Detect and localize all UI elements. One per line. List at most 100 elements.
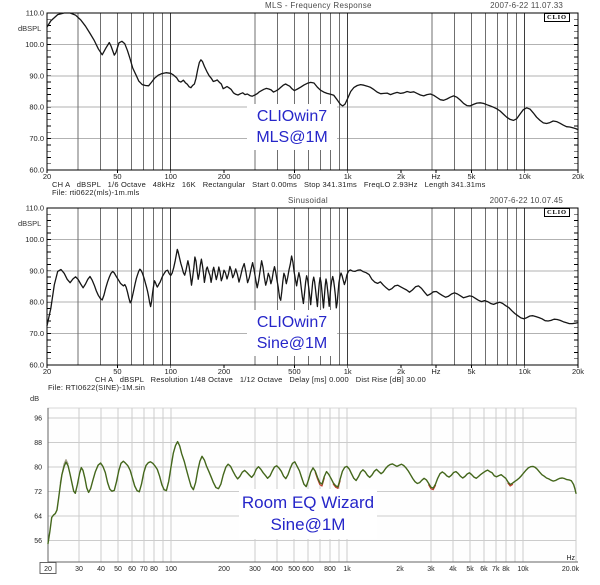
svg-text:100: 100 [164,172,177,181]
svg-text:6k: 6k [480,566,488,573]
svg-text:80.0: 80.0 [29,298,44,307]
grid [47,407,578,563]
svg-text:Hz: Hz [431,367,440,376]
svg-text:2k: 2k [397,172,405,181]
mls-annotation: CLIOwin7 MLS@1M [247,104,337,150]
tick-labels: 20 50 100 200 500 1k 2k Hz 5k 10k 20k 110.0 100.0 90.… [25,204,584,377]
annotation-line-2: Sine@1M [270,515,346,534]
clio-logo: CLIO [544,208,570,217]
svg-text:80: 80 [34,465,42,472]
grid [46,207,579,368]
tick-labels: 20 50 100 200 500 1k 2k Hz 5k 10k 20k 110.0 100.0 90.… [25,9,584,182]
svg-text:88: 88 [34,440,42,447]
svg-text:4k: 4k [449,566,457,573]
svg-text:10k: 10k [517,566,529,573]
svg-text:80: 80 [150,566,158,573]
mls-chart: 20 50 100 200 500 1k 2k Hz 5k 10k 20k 110.0 100.0 90.… [0,0,600,197]
svg-text:800: 800 [324,566,336,573]
svg-text:50: 50 [113,172,121,181]
svg-text:5k: 5k [467,367,475,376]
svg-text:100.0: 100.0 [25,235,44,244]
svg-text:300: 300 [249,566,261,573]
rew-plot: 20 30 40 50 60 70 80 100 200 300 400 500 600 800 1k 2k 3… [34,407,579,574]
svg-text:60: 60 [128,566,136,573]
response-curve [46,248,579,327]
svg-text:7k: 7k [492,566,500,573]
svg-text:20: 20 [43,367,51,376]
sine-y-axis-unit: dBSPL [18,219,42,228]
svg-text:40: 40 [97,566,105,573]
sine-chart-title: Sinusoidal [288,196,328,205]
svg-text:10k: 10k [519,172,531,181]
svg-text:100.0: 100.0 [25,40,44,49]
svg-text:5k: 5k [466,566,474,573]
svg-text:1k: 1k [343,566,351,573]
sine-plot: 20 50 100 200 500 1k 2k Hz 5k 10k 20k 110.0 100.0 90.… [25,204,584,377]
svg-text:200: 200 [218,367,231,376]
secondary-trace-red-4 [507,482,514,487]
rew-annotation: Room EQ Wizard Sine@1M [239,489,377,539]
svg-text:30: 30 [75,566,83,573]
svg-text:20: 20 [43,172,51,181]
svg-text:20k: 20k [572,367,584,376]
annotation-line-2: Sine@1M [256,335,328,352]
svg-text:96: 96 [34,416,42,423]
mls-chart-title: MLS - Frequency Response [265,1,372,10]
sine-annotation: CLIOwin7 Sine@1M [247,310,337,356]
svg-text:500: 500 [288,566,300,573]
annotation-line-1: CLIOwin7 [256,314,328,331]
sine-file-line: File: RTI0622(SINE)-1M.sin [48,383,146,392]
svg-text:70.0: 70.0 [29,134,44,143]
svg-text:10k: 10k [519,367,531,376]
svg-text:500: 500 [288,367,301,376]
svg-text:60.0: 60.0 [29,361,44,370]
rew-y-axis-unit: dB [30,394,40,403]
tick-labels: 20 30 40 50 60 70 80 100 200 300 400 500 600 800 1k 2k 3… [34,416,579,574]
mls-plot: 20 50 100 200 500 1k 2k Hz 5k 10k 20k 110.0 100.0 90.… [25,9,584,182]
svg-text:70: 70 [140,566,148,573]
svg-text:200: 200 [218,172,231,181]
svg-text:56: 56 [34,538,42,545]
svg-text:8k: 8k [502,566,510,573]
svg-text:50: 50 [114,566,122,573]
svg-text:5k: 5k [467,172,475,181]
svg-text:2k: 2k [396,566,404,573]
mls-file-line: File: rti0622(mls)-1m.mls [52,188,140,197]
response-curve [46,12,579,131]
svg-text:200: 200 [218,566,230,573]
svg-text:20.0k: 20.0k [562,566,580,573]
rew-chart: 20 30 40 50 60 70 80 100 200 300 400 500 600 800 1k 2k 3… [0,390,600,585]
svg-text:3k: 3k [427,566,435,573]
svg-text:64: 64 [34,514,42,521]
sine-timestamp: 2007-6-22 10.07.45 [489,196,563,205]
svg-text:72: 72 [34,489,42,496]
svg-text:Hz: Hz [431,172,440,181]
svg-text:1k: 1k [344,367,352,376]
svg-text:80.0: 80.0 [29,103,44,112]
clio-logo: CLIO [544,13,570,22]
sine-chart: 20 50 100 200 500 1k 2k Hz 5k 10k 20k 110.0 100.0 90.… [0,195,600,392]
mls-y-axis-unit: dBSPL [18,24,42,33]
mls-status-line: CH A dBSPL 1/6 Octave 48kHz 16K Rectangu… [52,180,486,189]
svg-text:110.0: 110.0 [26,9,44,18]
svg-text:90.0: 90.0 [29,71,44,80]
svg-text:20: 20 [44,566,52,573]
annotation-line-1: Room EQ Wizard [241,493,375,512]
svg-text:600: 600 [302,566,314,573]
sine-status-line: CH A dBSPL Resolution 1/48 Octave 1/12 O… [95,375,426,384]
svg-text:Hz: Hz [566,555,575,562]
svg-text:100: 100 [165,566,177,573]
annotation-line-2: MLS@1M [256,129,328,146]
svg-text:90.0: 90.0 [29,266,44,275]
svg-text:400: 400 [271,566,283,573]
svg-text:500: 500 [288,172,301,181]
svg-text:1k: 1k [344,172,352,181]
mls-timestamp: 2007-6-22 11.07.33 [490,1,563,10]
secondary-trace-red-3 [428,484,437,491]
svg-text:70.0: 70.0 [29,329,44,338]
svg-text:2k: 2k [397,367,405,376]
svg-text:110.0: 110.0 [26,204,44,213]
svg-text:60.0: 60.0 [29,166,44,175]
svg-text:50: 50 [113,367,121,376]
